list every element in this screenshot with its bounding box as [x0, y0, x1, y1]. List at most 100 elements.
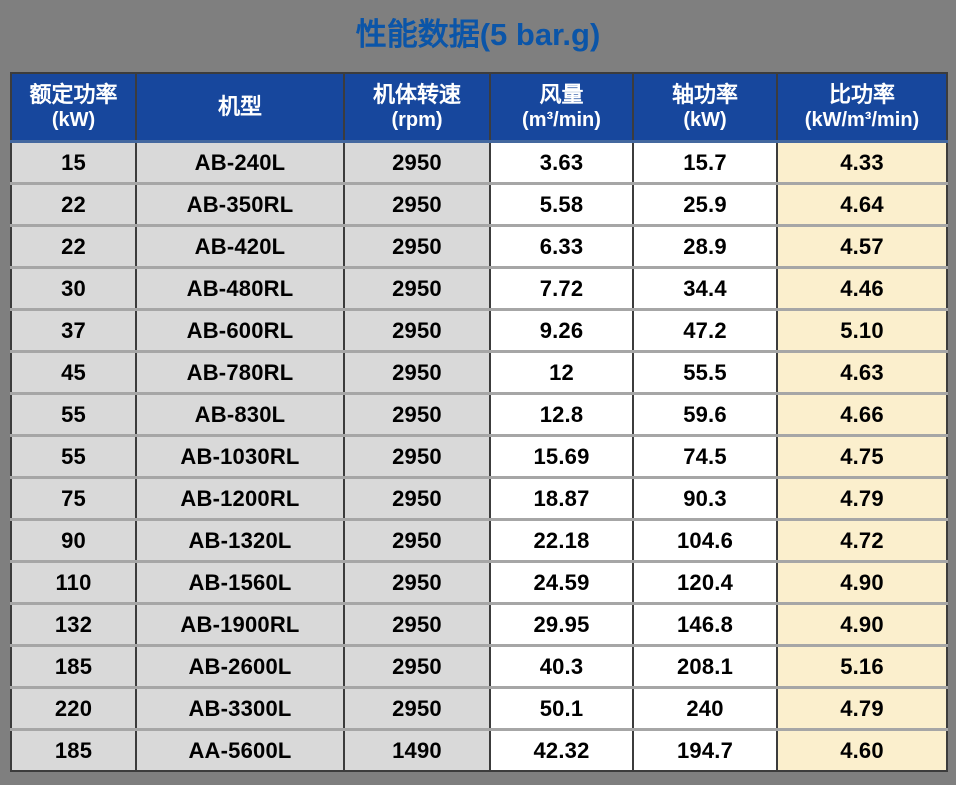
- cell-shaft-power: 28.9: [632, 225, 778, 269]
- cell-shaft-power: 194.7: [632, 729, 778, 772]
- cell-specific-power: 4.57: [776, 225, 948, 269]
- header-air-flow: 风量 (m³/min): [489, 73, 634, 143]
- header-specific-power: 比功率 (kW/m³/min): [776, 73, 948, 143]
- cell-model: AB-1030RL: [135, 435, 345, 479]
- cell-shaft-power: 55.5: [632, 351, 778, 395]
- performance-data-table: 额定功率 (kW) 机型 机体转速 (rpm) 风量 (m³/min) 轴功率 …: [10, 72, 948, 772]
- cell-model: AB-1320L: [135, 519, 345, 563]
- header-rated-power-label: 额定功率: [29, 81, 118, 107]
- cell-rated-power: 132: [10, 603, 137, 647]
- cell-rated-power: 55: [10, 393, 137, 437]
- cell-shaft-power: 74.5: [632, 435, 778, 479]
- table-row: 75 AB-1200RL 2950 18.87 90.3 4.79: [10, 477, 948, 521]
- cell-specific-power: 4.90: [776, 561, 948, 605]
- cell-speed: 2950: [343, 267, 491, 311]
- table-row: 220 AB-3300L 2950 50.1 240 4.79: [10, 687, 948, 731]
- cell-model: AB-480RL: [135, 267, 345, 311]
- cell-rated-power: 22: [10, 225, 137, 269]
- header-air-flow-label: 风量: [539, 81, 584, 107]
- table-header: 额定功率 (kW) 机型 机体转速 (rpm) 风量 (m³/min) 轴功率 …: [10, 73, 948, 143]
- cell-model: AB-240L: [135, 141, 345, 185]
- header-specific-power-label: 比功率: [828, 81, 895, 107]
- table-row: 22 AB-420L 2950 6.33 28.9 4.57: [10, 225, 948, 269]
- header-model: 机型: [135, 73, 345, 143]
- cell-specific-power: 4.64: [776, 183, 948, 227]
- header-speed-label: 机体转速: [372, 81, 461, 107]
- cell-speed: 2950: [343, 603, 491, 647]
- cell-specific-power: 4.33: [776, 141, 948, 185]
- cell-speed: 2950: [343, 393, 491, 437]
- cell-specific-power: 5.16: [776, 645, 948, 689]
- cell-air-flow: 3.63: [489, 141, 634, 185]
- header-shaft-power-label: 轴功率: [671, 81, 738, 107]
- cell-specific-power: 4.90: [776, 603, 948, 647]
- cell-speed: 2950: [343, 477, 491, 521]
- cell-air-flow: 50.1: [489, 687, 634, 731]
- cell-air-flow: 18.87: [489, 477, 634, 521]
- cell-air-flow: 22.18: [489, 519, 634, 563]
- cell-specific-power: 4.72: [776, 519, 948, 563]
- table-body: 15 AB-240L 2950 3.63 15.7 4.33 22 AB-350RL 2950 5…: [10, 141, 948, 772]
- table-row: 185 AA-5600L 1490 42.32 194.7 4.60: [10, 729, 948, 772]
- cell-rated-power: 37: [10, 309, 137, 353]
- cell-rated-power: 22: [10, 183, 137, 227]
- cell-rated-power: 90: [10, 519, 137, 563]
- cell-shaft-power: 146.8: [632, 603, 778, 647]
- header-specific-power-unit: (kW/m³/min): [804, 109, 920, 132]
- cell-model: AA-5600L: [135, 729, 345, 772]
- cell-model: AB-3300L: [135, 687, 345, 731]
- cell-specific-power: 4.75: [776, 435, 948, 479]
- cell-specific-power: 5.10: [776, 309, 948, 353]
- cell-specific-power: 4.79: [776, 687, 948, 731]
- cell-shaft-power: 104.6: [632, 519, 778, 563]
- header-speed-unit: (rpm): [391, 109, 443, 132]
- cell-specific-power: 4.60: [776, 729, 948, 772]
- header-shaft-power-unit: (kW): [683, 109, 727, 132]
- cell-shaft-power: 59.6: [632, 393, 778, 437]
- table-row: 45 AB-780RL 2950 12 55.5 4.63: [10, 351, 948, 395]
- table-row: 30 AB-480RL 2950 7.72 34.4 4.46: [10, 267, 948, 311]
- cell-model: AB-780RL: [135, 351, 345, 395]
- table-row: 37 AB-600RL 2950 9.26 47.2 5.10: [10, 309, 948, 353]
- header-model-label: 机型: [217, 94, 262, 120]
- cell-rated-power: 110: [10, 561, 137, 605]
- cell-speed: 2950: [343, 687, 491, 731]
- cell-air-flow: 9.26: [489, 309, 634, 353]
- cell-shaft-power: 208.1: [632, 645, 778, 689]
- cell-rated-power: 220: [10, 687, 137, 731]
- header-air-flow-unit: (m³/min): [522, 109, 601, 132]
- cell-speed: 2950: [343, 645, 491, 689]
- cell-model: AB-600RL: [135, 309, 345, 353]
- cell-model: AB-350RL: [135, 183, 345, 227]
- cell-model: AB-2600L: [135, 645, 345, 689]
- cell-air-flow: 29.95: [489, 603, 634, 647]
- cell-speed: 2950: [343, 225, 491, 269]
- cell-speed: 2950: [343, 183, 491, 227]
- header-rated-power: 额定功率 (kW): [10, 73, 137, 143]
- table-row: 55 AB-1030RL 2950 15.69 74.5 4.75: [10, 435, 948, 479]
- cell-shaft-power: 90.3: [632, 477, 778, 521]
- cell-specific-power: 4.46: [776, 267, 948, 311]
- cell-air-flow: 42.32: [489, 729, 634, 772]
- table-row: 132 AB-1900RL 2950 29.95 146.8 4.90: [10, 603, 948, 647]
- cell-rated-power: 185: [10, 645, 137, 689]
- cell-speed: 2950: [343, 561, 491, 605]
- table-row: 185 AB-2600L 2950 40.3 208.1 5.16: [10, 645, 948, 689]
- cell-air-flow: 5.58: [489, 183, 634, 227]
- cell-shaft-power: 25.9: [632, 183, 778, 227]
- cell-rated-power: 45: [10, 351, 137, 395]
- cell-specific-power: 4.79: [776, 477, 948, 521]
- cell-speed: 2950: [343, 519, 491, 563]
- cell-air-flow: 40.3: [489, 645, 634, 689]
- cell-speed: 2950: [343, 141, 491, 185]
- header-speed: 机体转速 (rpm): [343, 73, 491, 143]
- cell-shaft-power: 34.4: [632, 267, 778, 311]
- cell-model: AB-1900RL: [135, 603, 345, 647]
- cell-shaft-power: 240: [632, 687, 778, 731]
- cell-speed: 2950: [343, 435, 491, 479]
- page-title: 性能数据(5 bar.g): [355, 17, 601, 52]
- performance-table: 额定功率 (kW) 机型 机体转速 (rpm) 风量 (m³/min) 轴功率 …: [10, 72, 948, 772]
- cell-speed: 2950: [343, 351, 491, 395]
- cell-specific-power: 4.66: [776, 393, 948, 437]
- header-row: 额定功率 (kW) 机型 机体转速 (rpm) 风量 (m³/min) 轴功率 …: [10, 73, 948, 143]
